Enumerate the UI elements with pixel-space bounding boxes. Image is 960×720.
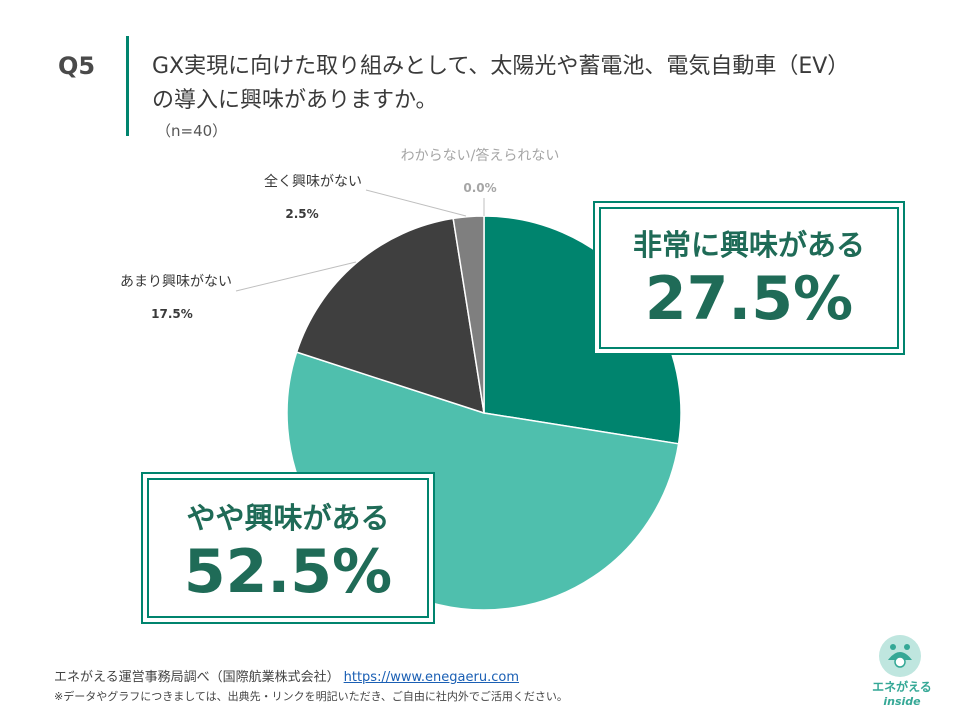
source-line: エネがえる運営事務局調べ（国際航業株式会社） https://www.enegae… xyxy=(54,666,519,685)
slice-label-4: わからない/答えられない xyxy=(401,147,560,164)
slice-label-2: あまり興味がない xyxy=(120,274,232,290)
question-line-1: GX実現に向けた取り組みとして、太陽光や蓄電池、電気自動車（EV） xyxy=(152,54,850,79)
slice-label-3: 全く興味がない xyxy=(264,173,362,190)
sample-size: （n=40） xyxy=(156,122,228,140)
source-link[interactable]: https://www.enegaeru.com xyxy=(343,670,519,685)
slice-value-2: 17.5% xyxy=(151,307,193,321)
source-text: エネがえる運営事務局調べ（国際航業株式会社） xyxy=(54,670,340,685)
slice-value-3: 2.5% xyxy=(285,207,318,221)
logo-sub: inside xyxy=(883,695,921,708)
leader-line-3 xyxy=(365,189,467,217)
question-number: Q5 xyxy=(58,52,96,80)
callout-very-interested: 非常に興味がある 27.5% xyxy=(599,207,899,349)
callout-very-interested-value: 27.5% xyxy=(644,264,854,334)
callout-somewhat-interested: やや興味がある 52.5% xyxy=(147,478,429,618)
leader-line-2 xyxy=(235,261,357,292)
slice-value-4: 0.0% xyxy=(463,181,496,195)
title-divider xyxy=(126,36,129,136)
enegaeru-logo xyxy=(879,635,921,677)
callout-very-interested-label: 非常に興味がある xyxy=(632,228,865,262)
logo-name: エネがえる xyxy=(872,680,932,694)
callout-somewhat-interested-value: 52.5% xyxy=(183,537,393,607)
question-title: GX実現に向けた取り組みとして、太陽光や蓄電池、電気自動車（EV） の導入に興味… xyxy=(152,50,942,118)
usage-note: ※データやグラフにつきましては、出典先・リンクを明記いただき、ご自由に社内外でご… xyxy=(54,690,568,703)
callout-somewhat-interested-label: やや興味がある xyxy=(186,501,390,535)
question-line-2: の導入に興味がありますか。 xyxy=(152,88,438,113)
pie-slice-2 xyxy=(295,217,485,415)
